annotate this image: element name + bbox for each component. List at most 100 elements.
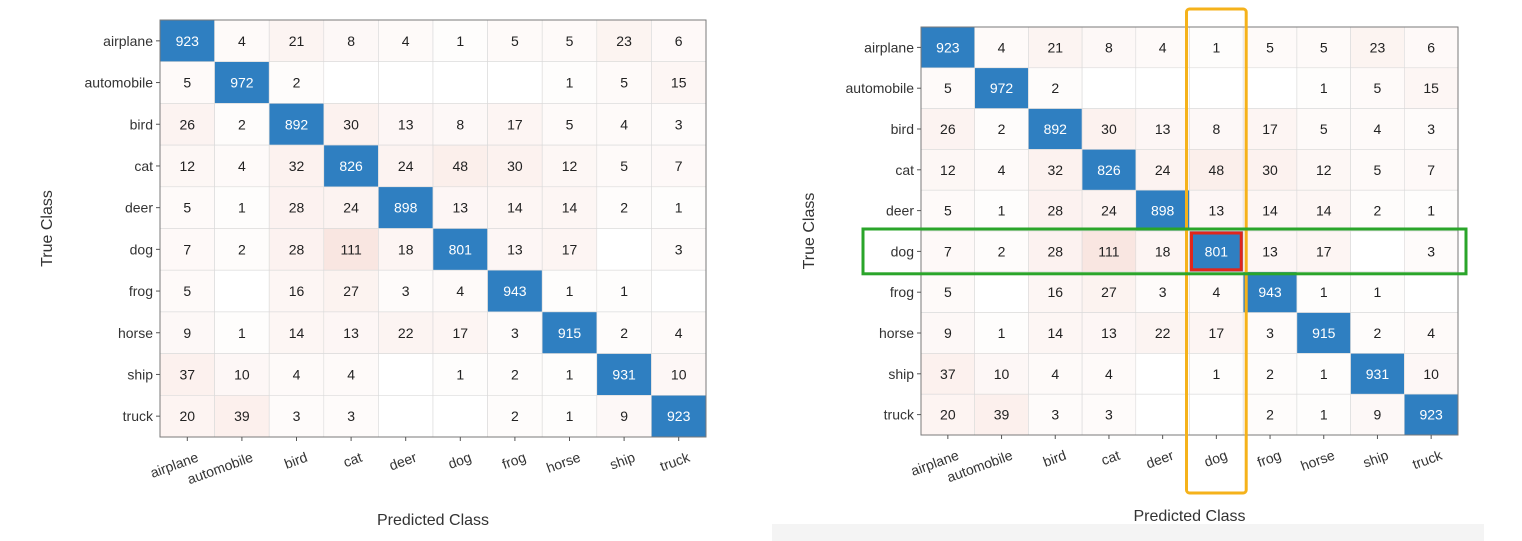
cell-value-ship-automobile: 10 — [994, 366, 1010, 382]
cell-truck-truck — [1403, 393, 1459, 436]
cell-value-dog-automobile: 2 — [998, 243, 1006, 259]
cell-value-bird-horse: 5 — [1320, 121, 1328, 137]
row-label-ship: ship — [888, 366, 914, 382]
cell-value-horse-deer: 22 — [1155, 325, 1171, 341]
cell-value-bird-ship: 4 — [1374, 121, 1382, 137]
cell-frog-airplane — [159, 269, 215, 313]
cell-truck-ship — [596, 394, 652, 438]
cell-value-horse-bird: 14 — [1047, 325, 1063, 341]
cell-horse-dog — [432, 311, 488, 354]
cell-airplane-dog — [432, 19, 488, 63]
cell-value-deer-cat: 24 — [1101, 203, 1117, 219]
cell-value-ship-dog: 1 — [456, 366, 464, 382]
cell-value-dog-airplane: 7 — [183, 241, 191, 257]
cell-value-horse-frog: 3 — [511, 325, 519, 341]
cell-value-automobile-ship: 5 — [1374, 80, 1382, 96]
cell-value-horse-dog: 17 — [453, 325, 469, 341]
cell-frog-truck — [1403, 271, 1459, 313]
row-label-cat: cat — [895, 162, 914, 178]
cell-deer-airplane — [159, 186, 215, 229]
cell-value-bird-ship: 4 — [620, 116, 628, 132]
cell-value-airplane-truck: 6 — [1427, 39, 1435, 55]
cell-truck-deer — [378, 394, 434, 438]
cell-value-dog-truck: 3 — [1427, 243, 1435, 259]
cell-value-automobile-horse: 1 — [1320, 80, 1328, 96]
cell-automobile-deer — [1135, 67, 1190, 109]
cell-value-dog-truck: 3 — [675, 241, 683, 257]
cell-value-automobile-airplane: 5 — [183, 75, 191, 91]
cell-bird-bird — [1028, 108, 1083, 150]
cell-value-horse-ship: 2 — [1374, 325, 1382, 341]
cell-truck-horse — [541, 394, 598, 438]
cell-value-cat-automobile: 4 — [998, 162, 1006, 178]
cell-value-airplane-truck: 6 — [675, 33, 683, 49]
cell-value-dog-deer: 18 — [398, 241, 414, 257]
col-label-ship: ship — [1361, 447, 1391, 471]
cell-value-horse-cat: 13 — [1101, 325, 1117, 341]
highlight-row-dog — [861, 227, 1468, 276]
cell-value-truck-automobile: 39 — [994, 407, 1010, 423]
cell-cat-bird — [1028, 149, 1083, 191]
cell-value-cat-truck: 7 — [1427, 162, 1435, 178]
cell-ship-bird — [268, 353, 325, 396]
cell-value-bird-truck: 3 — [675, 116, 683, 132]
cell-bird-ship — [596, 103, 652, 146]
cell-airplane-bird — [1028, 26, 1083, 69]
cell-frog-truck — [651, 269, 707, 313]
cell-value-bird-automobile: 2 — [998, 121, 1006, 137]
cell-cat-deer — [378, 144, 434, 188]
cell-value-frog-airplane: 5 — [183, 283, 191, 299]
cell-value-cat-cat: 826 — [1097, 162, 1121, 178]
cell-value-frog-airplane: 5 — [944, 284, 952, 300]
col-label-frog: frog — [1255, 447, 1283, 470]
cell-truck-frog — [1242, 393, 1298, 436]
confusion-matrix-right-panel: 923 4 21 8 4 1 5 5 23 6 5 972 2 1 5 15 26 2 892 30 13 8 17 5 4 3 1… — [772, 0, 1522, 541]
cell-value-horse-automobile: 1 — [998, 325, 1006, 341]
cell-truck-frog — [487, 394, 543, 438]
cell-value-bird-airplane: 26 — [940, 121, 956, 137]
row-label-deer: deer — [125, 200, 153, 216]
cell-automobile-dog — [432, 61, 488, 104]
matrix-border — [159, 19, 707, 438]
cell-value-airplane-ship: 23 — [1370, 39, 1386, 55]
cell-value-bird-bird: 892 — [1044, 121, 1068, 137]
cell-value-cat-frog: 30 — [507, 158, 523, 174]
cell-value-automobile-truck: 15 — [671, 75, 687, 91]
cell-airplane-cat — [1081, 26, 1137, 69]
col-label-ship: ship — [608, 449, 638, 473]
col-label-deer: deer — [387, 449, 419, 474]
cell-value-ship-frog: 2 — [1266, 366, 1274, 382]
cell-value-bird-bird: 892 — [285, 116, 309, 132]
cell-truck-airplane — [920, 393, 976, 436]
cell-value-dog-frog: 13 — [1262, 243, 1278, 259]
cell-value-automobile-automobile: 972 — [990, 80, 1014, 96]
cell-frog-frog — [1242, 271, 1298, 313]
cell-ship-ship — [1350, 353, 1405, 395]
cell-airplane-horse — [541, 19, 598, 63]
cell-value-deer-ship: 2 — [1374, 203, 1382, 219]
cell-value-deer-truck: 1 — [1427, 203, 1435, 219]
y-axis-title: True Class — [39, 190, 56, 267]
cell-cat-automobile — [214, 144, 270, 188]
cell-value-airplane-deer: 4 — [402, 33, 410, 49]
cell-value-airplane-cat: 8 — [347, 33, 355, 49]
cell-deer-frog — [487, 186, 543, 229]
background-strip — [772, 524, 1484, 541]
cell-ship-deer — [378, 353, 434, 396]
cell-airplane-automobile — [974, 26, 1029, 69]
cell-bird-truck — [1403, 108, 1459, 150]
cell-value-airplane-horse: 5 — [1320, 39, 1328, 55]
cell-dog-frog — [1242, 230, 1298, 273]
cell-frog-deer — [378, 269, 434, 313]
cell-value-horse-dog: 17 — [1209, 325, 1225, 341]
cell-ship-truck — [651, 353, 707, 396]
cell-value-truck-truck: 923 — [667, 408, 691, 424]
cell-value-frog-frog: 943 — [503, 283, 527, 299]
cell-value-airplane-dog: 1 — [456, 33, 464, 49]
cell-frog-frog — [487, 269, 543, 313]
cell-value-cat-airplane: 12 — [180, 158, 196, 174]
col-label-horse: horse — [1298, 447, 1337, 474]
cell-automobile-automobile — [214, 61, 270, 104]
cell-deer-cat — [1081, 189, 1137, 232]
